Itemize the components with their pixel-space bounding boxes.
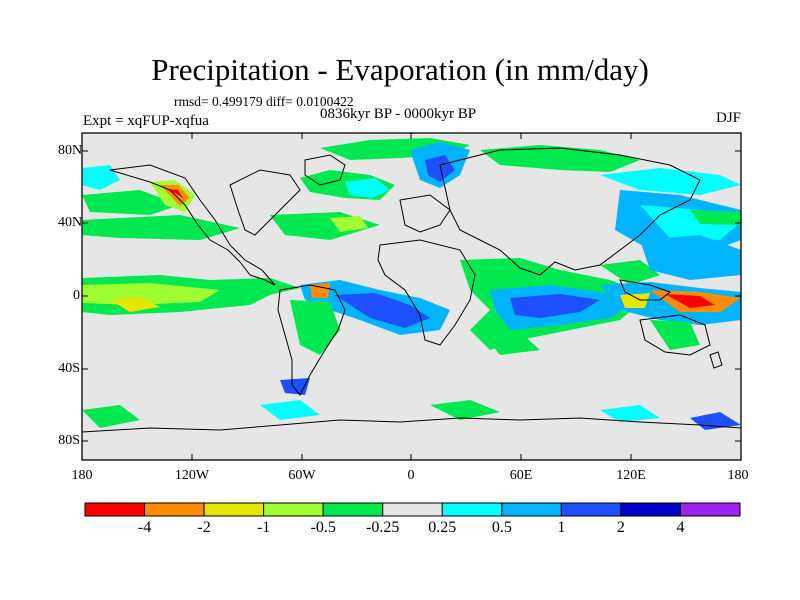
lat-label-40n: 40N [58, 215, 83, 230]
field-patch-blue [425, 155, 455, 182]
colorbar-label: -1 [256, 519, 271, 536]
eurasia-coast [439, 147, 701, 276]
new-zealand-coast [709, 351, 723, 369]
field-patch-yellow [110, 297, 160, 312]
north-america-coast [109, 164, 276, 286]
colorbar-label: -2 [197, 519, 211, 536]
field-patch-green [600, 260, 660, 285]
field-patch-lime [330, 216, 368, 232]
colorbar-swatch [560, 502, 622, 517]
lon-ticks [191, 133, 632, 460]
field-patch-red [665, 294, 715, 308]
period-label: 0836kyr BP - 0000kyr BP [320, 106, 477, 122]
colorbar-label: 2 [616, 519, 625, 536]
lat-label-80n: 80N [58, 143, 83, 158]
colorbar-swatch [144, 502, 205, 517]
south-america-coast [277, 284, 346, 396]
maritime-continent-coast [619, 279, 672, 301]
colorbar [84, 502, 741, 517]
colorbar-label: 0.5 [491, 519, 512, 536]
field-patch-green [690, 210, 741, 225]
antarctica-coast [82, 417, 741, 433]
lon-label-60w: 60W [288, 468, 316, 483]
field-patch-green [480, 145, 640, 172]
lon-label-180w: 180 [71, 468, 93, 483]
field-patch-blue [335, 293, 430, 328]
coastlines [82, 147, 741, 433]
field-patch-cyan [260, 400, 320, 420]
canada-coast [229, 169, 301, 236]
colorbar-swatch [84, 502, 146, 517]
colorbar-swatch [203, 502, 265, 517]
europe-coast [399, 194, 451, 233]
field-patch-cyan [82, 165, 120, 190]
colorbar-swatch [263, 502, 324, 517]
colorbar-label: -0.5 [310, 519, 336, 536]
lat-label-80s: 80S [58, 433, 80, 448]
colorbar-swatch [620, 502, 681, 517]
lon-label-120w: 120W [174, 468, 210, 483]
australia-coast [639, 314, 711, 356]
colorbar-label: -4 [137, 519, 152, 536]
field-patch-cyan [345, 178, 390, 198]
lon-label-60e: 60E [509, 468, 533, 483]
field-patches [82, 138, 741, 430]
field-patch-green [650, 320, 700, 350]
field-patch-blue [510, 294, 600, 318]
colorbar-label: 1 [557, 519, 566, 536]
field-patch-yellow [620, 293, 650, 308]
colorbar-label: 0.25 [428, 519, 457, 536]
field-patch-green [430, 400, 500, 420]
lon-label-120e: 120E [616, 468, 646, 483]
field-patch-cyan [640, 205, 741, 240]
lat-label-0: 0 [73, 288, 80, 303]
field-patch-cyan [600, 168, 741, 195]
field-patch-green [480, 330, 540, 355]
field-patch-green [82, 215, 240, 240]
lat-label-40s: 40S [58, 361, 80, 376]
field-patch-orange [310, 283, 330, 298]
field-patch-lightblue [640, 235, 741, 280]
field-patch-green [82, 405, 140, 428]
field-patch-cyan [600, 405, 660, 422]
field-patch-green [290, 300, 340, 355]
colorbar-swatch [441, 502, 503, 517]
lat-ticks [82, 150, 741, 442]
map-title: Precipitation - Evaporation (in mm/day) [151, 52, 649, 87]
season-label: DJF [715, 110, 741, 126]
colorbar-label: -0.25 [366, 519, 400, 536]
greenland-coast [304, 154, 346, 186]
colorbar-swatch [382, 502, 443, 517]
lon-label-0: 0 [407, 468, 415, 483]
stats-text: rmsd= 0.499179 diff= 0.0100422 [174, 94, 354, 109]
africa-coast [377, 239, 476, 346]
colorbar-swatch [322, 502, 384, 517]
colorbar-swatch [501, 502, 562, 517]
colorbar-swatch [679, 502, 741, 517]
experiment-label: Expt = xqFUP-xqfua [83, 113, 209, 129]
lon-label-180e: 180 [727, 468, 749, 483]
colorbar-label: 4 [676, 519, 685, 536]
field-patch-green [82, 190, 180, 215]
field-patch-green [210, 278, 300, 296]
